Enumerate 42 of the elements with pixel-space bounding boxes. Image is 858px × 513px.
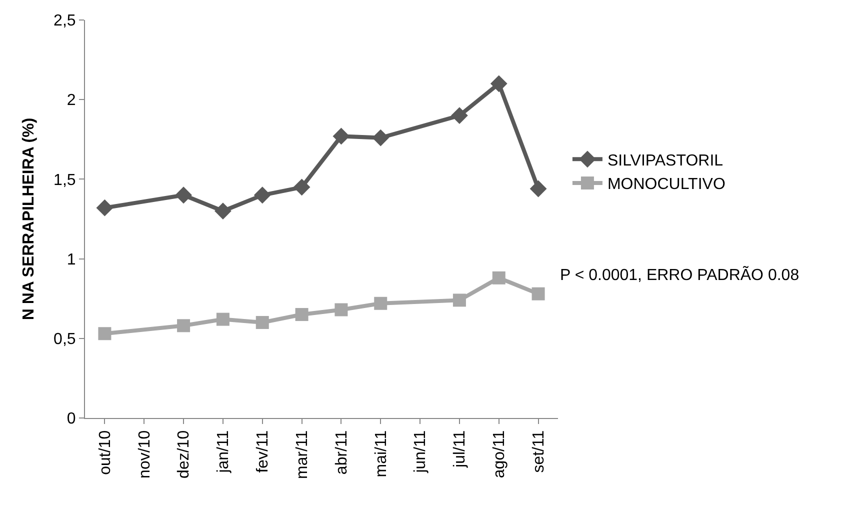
y-tick-label: 2,5	[54, 12, 76, 30]
x-tick-label: set/11	[530, 430, 548, 473]
point	[374, 296, 388, 310]
point	[177, 319, 190, 332]
x-tick-label: mai/11	[372, 430, 390, 478]
point	[532, 287, 545, 300]
x-tick-label: dez/10	[176, 430, 193, 478]
legend-label: SILVIPASTORIL	[607, 152, 724, 170]
point	[372, 129, 390, 146]
point	[293, 178, 310, 196]
x-tick-label: jul/11	[452, 430, 469, 468]
x-tick-label: jan/11	[215, 430, 232, 474]
point	[96, 199, 114, 216]
point	[98, 327, 112, 340]
x-tick-label: out/10	[96, 430, 114, 475]
y-tick-label: 2	[66, 92, 76, 110]
y-tick-label: 0	[66, 410, 76, 428]
x-tick-label: mar/11	[294, 430, 311, 480]
x-tick-label: abr/11	[333, 430, 350, 475]
x-tick-label: jun/11	[412, 430, 430, 474]
point	[175, 186, 192, 204]
point	[214, 202, 232, 220]
y-tick-label: 0,5	[54, 331, 76, 348]
y-tick-label: 1	[66, 251, 76, 268]
x-tick-label: nov/10	[136, 430, 154, 478]
point	[492, 271, 506, 284]
x-tick-label: fev/11	[254, 430, 272, 473]
point	[332, 128, 350, 145]
point	[254, 186, 271, 204]
text: P < 0.0001, ERRO PADRÃO 0.08	[560, 265, 800, 284]
point	[216, 312, 230, 326]
y-axis-title: N NA SERRAPILHEIRA (%)	[20, 118, 38, 320]
point	[530, 180, 547, 198]
point	[334, 303, 348, 316]
point	[451, 107, 468, 124]
legend-label: MONOCULTIVO	[607, 176, 726, 194]
point	[452, 294, 466, 307]
point	[295, 308, 308, 322]
x-tick-label: ago/11	[491, 430, 508, 478]
point	[490, 75, 508, 92]
y-tick-label: 1,5	[54, 172, 76, 189]
point	[256, 316, 269, 329]
